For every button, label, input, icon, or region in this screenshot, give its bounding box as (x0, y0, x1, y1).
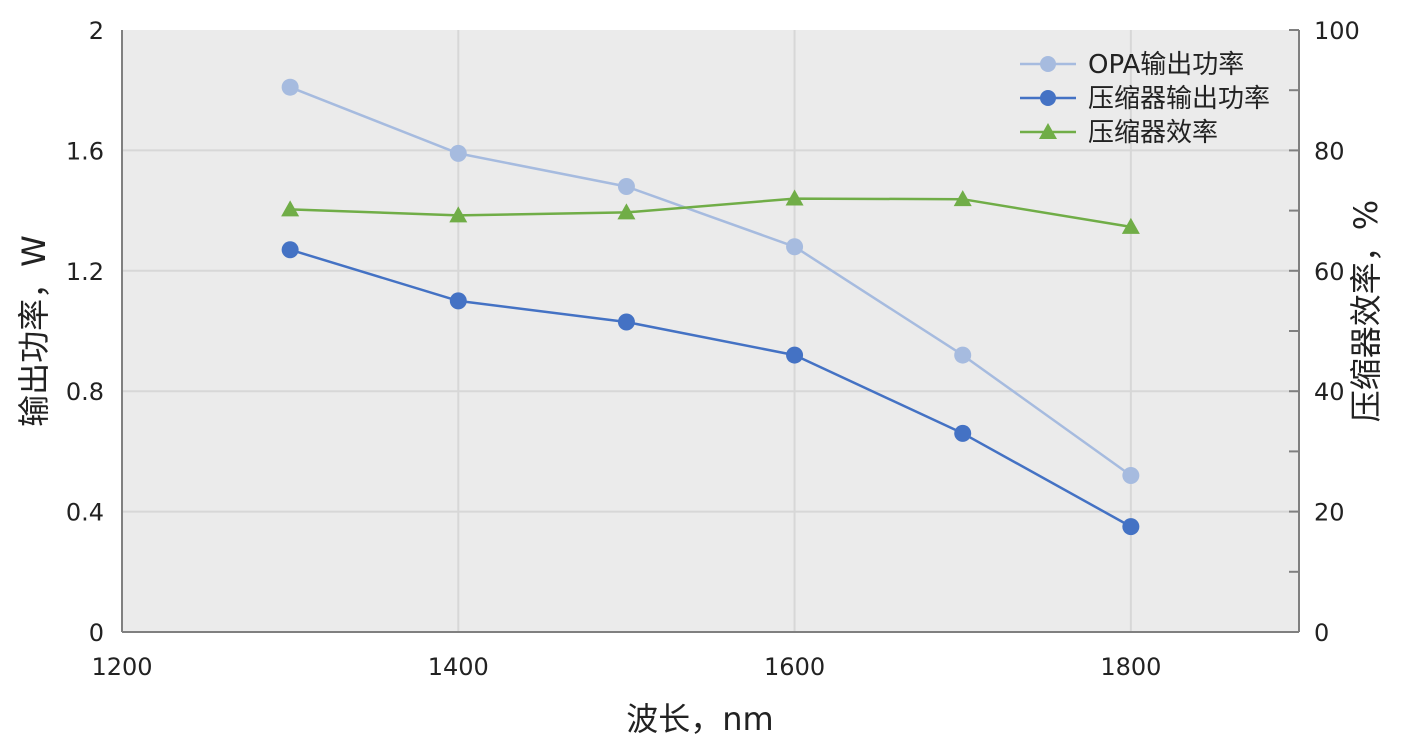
y-tick-label: 1.2 (66, 258, 104, 286)
series-2 (281, 189, 1140, 234)
x-tick-label: 1800 (1100, 653, 1161, 681)
y2-tick-label: 20 (1314, 499, 1345, 527)
data-point (449, 292, 467, 310)
legend-label-opa-power: OPA输出功率 (1088, 50, 1244, 80)
legend-marker-opa-power (1040, 56, 1056, 72)
y2-tick-label: 0 (1314, 619, 1329, 647)
y2-axis-title: 压缩器效率，% (1347, 200, 1385, 422)
x-axis-title: 波长，nm (626, 700, 773, 738)
series-line (290, 197, 1132, 229)
y-tick-label: 2 (89, 17, 104, 45)
series-0 (281, 78, 1140, 484)
y2-tick-label: 40 (1314, 378, 1345, 406)
plot-area (122, 30, 1299, 632)
data-point (617, 203, 636, 220)
legend-item-opa-power: OPA输出功率 (1020, 50, 1244, 80)
data-point (786, 238, 804, 256)
data-point (1122, 466, 1140, 484)
x-tick-label: 1400 (428, 653, 489, 681)
axes (121, 29, 1300, 633)
legend-label-compressor-power: 压缩器输出功率 (1088, 84, 1270, 114)
legend-marker-compressor-power (1040, 90, 1056, 106)
data-point (786, 346, 804, 364)
data-point (1122, 518, 1140, 536)
data-point (954, 424, 972, 442)
data-point (785, 189, 804, 206)
data-point (281, 78, 299, 96)
data-point (617, 178, 635, 196)
legend-item-compressor-efficiency: 压缩器效率 (1020, 118, 1218, 148)
data-point (281, 241, 299, 259)
legend-label-compressor-efficiency: 压缩器效率 (1088, 118, 1218, 148)
y-tick-label: 0.4 (66, 499, 104, 527)
data-point (617, 313, 635, 331)
series-layer (281, 78, 1140, 536)
tick-labels: 0 0.4 0.8 1.2 1.6 2 1200 1400 1600 1800 0 20 40 60 80 1… (66, 17, 1360, 681)
x-tick-label: 1600 (764, 653, 825, 681)
data-point (449, 206, 468, 223)
y-axis-title: 输出功率，W (15, 235, 53, 427)
data-point (1121, 217, 1140, 234)
y-tick-label: 0.8 (66, 378, 104, 406)
y2-tick-label: 80 (1314, 137, 1345, 165)
y-tick-label: 0 (89, 619, 104, 647)
series-1 (281, 241, 1140, 536)
data-point (954, 346, 972, 364)
series-line (289, 86, 1132, 477)
legend-item-compressor-power: 压缩器输出功率 (1020, 84, 1270, 114)
y2-tick-label: 100 (1314, 17, 1360, 45)
data-point (953, 190, 972, 207)
data-point (281, 200, 300, 217)
series-line (289, 248, 1132, 528)
legend: OPA输出功率 压缩器输出功率 压缩器效率 (1020, 50, 1270, 148)
y-tick-label: 1.6 (66, 137, 104, 165)
legend-marker-compressor-efficiency (1039, 123, 1057, 139)
x-tick-label: 1200 (91, 653, 152, 681)
data-point (449, 144, 467, 162)
y2-tick-label: 60 (1314, 258, 1345, 286)
